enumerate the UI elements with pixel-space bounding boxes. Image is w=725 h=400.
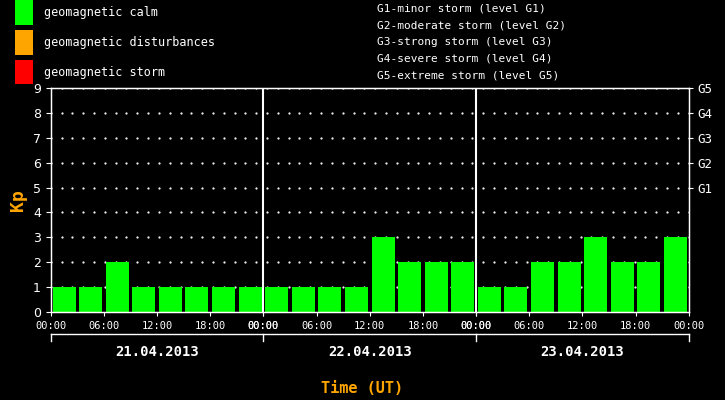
Bar xyxy=(212,287,235,312)
Bar xyxy=(398,262,421,312)
Bar xyxy=(318,287,341,312)
Bar xyxy=(186,287,209,312)
Bar xyxy=(52,287,75,312)
Bar xyxy=(291,287,315,312)
Bar xyxy=(664,237,687,312)
Bar xyxy=(265,287,289,312)
Text: G3-strong storm (level G3): G3-strong storm (level G3) xyxy=(377,37,552,47)
Bar xyxy=(425,262,448,312)
Text: Time (UT): Time (UT) xyxy=(321,381,404,396)
Bar xyxy=(610,262,634,312)
Text: geomagnetic calm: geomagnetic calm xyxy=(44,6,157,19)
Text: 22.04.2013: 22.04.2013 xyxy=(328,345,412,359)
Bar xyxy=(584,237,608,312)
Bar xyxy=(106,262,129,312)
Bar xyxy=(531,262,554,312)
Bar xyxy=(345,287,368,312)
Bar xyxy=(132,287,155,312)
Text: geomagnetic storm: geomagnetic storm xyxy=(44,66,165,79)
Bar xyxy=(159,287,182,312)
Text: 23.04.2013: 23.04.2013 xyxy=(541,345,624,359)
Bar xyxy=(451,262,474,312)
Bar xyxy=(14,30,33,54)
Bar xyxy=(371,237,394,312)
Bar xyxy=(637,262,660,312)
Text: 21.04.2013: 21.04.2013 xyxy=(115,345,199,359)
Y-axis label: Kp: Kp xyxy=(9,189,28,211)
Bar xyxy=(505,287,528,312)
Bar xyxy=(14,60,33,84)
Bar xyxy=(14,0,33,25)
Text: G4-severe storm (level G4): G4-severe storm (level G4) xyxy=(377,54,552,64)
Bar xyxy=(239,287,262,312)
Text: G5-extreme storm (level G5): G5-extreme storm (level G5) xyxy=(377,70,559,80)
Text: G1-minor storm (level G1): G1-minor storm (level G1) xyxy=(377,4,546,14)
Text: geomagnetic disturbances: geomagnetic disturbances xyxy=(44,36,215,49)
Bar xyxy=(478,287,501,312)
Bar xyxy=(79,287,102,312)
Text: G2-moderate storm (level G2): G2-moderate storm (level G2) xyxy=(377,20,566,30)
Bar xyxy=(558,262,581,312)
